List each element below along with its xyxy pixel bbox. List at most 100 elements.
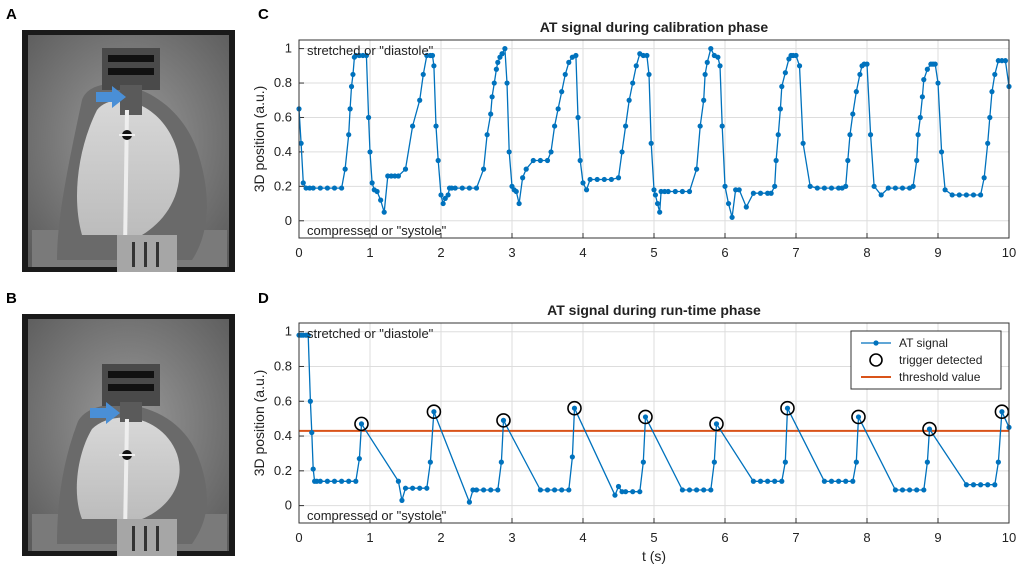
data-point	[537, 487, 544, 493]
data-point	[594, 176, 600, 183]
data-point	[580, 180, 586, 186]
data-point	[919, 94, 925, 100]
data-point	[307, 398, 313, 404]
data-point	[331, 185, 338, 191]
x-tick-label: 6	[721, 245, 728, 260]
x-tick-label: 1	[366, 245, 373, 260]
data-point	[657, 209, 663, 215]
y-tick-label: 1	[285, 41, 292, 56]
data-point	[847, 132, 853, 138]
data-point	[363, 52, 370, 59]
data-point	[402, 485, 409, 491]
x-tick-label: 8	[863, 245, 870, 260]
data-point	[608, 176, 615, 183]
arrow-icon	[96, 86, 126, 108]
data-point	[679, 188, 686, 195]
data-point	[963, 192, 970, 198]
x-tick-label: 4	[579, 530, 586, 545]
mri-image-a	[22, 30, 235, 272]
y-tick-label: 0	[285, 498, 292, 513]
data-point	[938, 149, 945, 155]
data-point	[725, 200, 732, 207]
data-point	[917, 114, 923, 121]
data-point	[566, 487, 572, 493]
data-point	[899, 487, 906, 493]
trigger-marker	[354, 416, 369, 432]
data-point	[488, 111, 494, 117]
data-point	[793, 52, 799, 59]
annotation-diastole: stretched or "diastole"	[307, 326, 434, 341]
data-point	[914, 487, 920, 493]
data-point	[498, 459, 504, 465]
data-point	[623, 123, 629, 129]
annotation-systole: compressed or "systole"	[307, 223, 447, 238]
data-point	[736, 187, 742, 193]
x-tick-label: 1	[366, 530, 373, 545]
data-point	[346, 478, 352, 484]
data-point	[530, 157, 536, 164]
data-point	[324, 185, 330, 191]
data-point	[615, 483, 622, 490]
y-tick-label: 1	[285, 324, 292, 339]
data-point	[331, 478, 338, 484]
data-point	[433, 123, 439, 129]
data-point	[921, 487, 927, 493]
data-point	[537, 157, 544, 164]
data-point	[914, 157, 920, 164]
data-point	[924, 66, 930, 72]
data-point	[575, 114, 581, 121]
data-point	[651, 187, 657, 193]
legend-swatch-signal-dot	[873, 340, 879, 346]
data-point	[516, 200, 522, 207]
data-point	[999, 409, 1005, 415]
data-point	[630, 80, 636, 86]
data-point	[559, 487, 565, 493]
data-point	[562, 71, 568, 78]
data-point	[843, 478, 849, 484]
arrow-icon	[90, 402, 120, 424]
data-point	[924, 459, 930, 465]
data-point	[821, 185, 828, 191]
data-point	[378, 197, 384, 203]
y-axis-label: 3D position (a.u.)	[251, 86, 267, 193]
panel-letter-b: B	[6, 290, 17, 307]
data-point	[633, 63, 639, 69]
data-point	[855, 414, 862, 420]
data-point	[367, 149, 373, 155]
data-point	[850, 111, 856, 117]
data-point	[719, 123, 725, 129]
data-point	[502, 46, 508, 52]
data-point	[466, 499, 472, 505]
data-point	[395, 173, 401, 179]
y-tick-label: 0.4	[274, 144, 292, 159]
x-tick-label: 7	[792, 530, 799, 545]
data-point	[520, 175, 526, 181]
x-tick-label: 8	[863, 530, 870, 545]
data-point	[577, 157, 583, 164]
data-point	[298, 140, 304, 146]
data-point	[757, 478, 764, 484]
x-tick-label: 0	[295, 245, 302, 260]
data-point	[339, 185, 345, 191]
data-point	[342, 166, 348, 172]
data-point	[845, 157, 851, 164]
annotation-systole: compressed or "systole"	[307, 508, 447, 523]
data-point	[587, 176, 593, 183]
legend-label: AT signal	[899, 336, 948, 350]
data-point	[708, 46, 714, 52]
data-point	[777, 106, 783, 112]
data-point	[317, 478, 323, 484]
data-point	[729, 214, 735, 220]
data-point	[963, 482, 970, 488]
data-point	[346, 132, 352, 138]
x-tick-label: 10	[1002, 245, 1016, 260]
data-point	[814, 185, 820, 191]
data-point	[800, 140, 806, 146]
data-point	[821, 478, 828, 484]
data-point	[701, 487, 707, 493]
data-point	[626, 97, 632, 103]
data-point	[646, 71, 652, 78]
data-point	[915, 132, 921, 138]
data-point	[555, 106, 561, 112]
data-point	[435, 157, 441, 164]
